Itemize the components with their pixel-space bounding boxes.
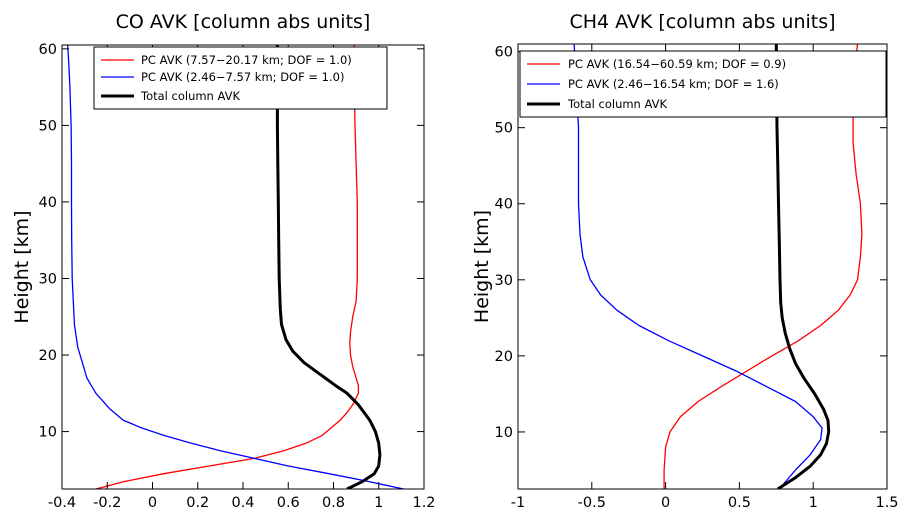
x-tick-label: 1.5 bbox=[875, 495, 898, 510]
legend-entry: PC AVK (7.57−20.17 km; DOF = 1.0) bbox=[141, 53, 352, 67]
x-tick-label: -1 bbox=[511, 495, 525, 510]
legend: PC AVK (7.57−20.17 km; DOF = 1.0) PC AVK … bbox=[93, 46, 388, 110]
y-tick-label: 30 bbox=[495, 273, 513, 289]
y-tick-label: 30 bbox=[39, 271, 57, 287]
legend-entry: Total column AVK bbox=[567, 97, 668, 111]
legend-box bbox=[519, 50, 887, 118]
series-line-2 bbox=[573, 44, 823, 489]
chart-title: CH4 AVK [column abs units] bbox=[569, 11, 835, 33]
y-axis-label: Height [km] bbox=[11, 210, 33, 323]
chart-panel-2: CH4 AVK [column abs units] Height [km] -1 -… bbox=[471, 11, 899, 510]
x-tick-label: 0.2 bbox=[186, 495, 209, 510]
x-tick-label: 0.5 bbox=[728, 495, 751, 510]
y-tick-label: 40 bbox=[39, 195, 57, 211]
y-tick-label: 50 bbox=[39, 118, 57, 134]
y-tick-label: 10 bbox=[495, 425, 513, 441]
y-tick-label: 20 bbox=[39, 348, 57, 364]
chart-panel-1: CO AVK [column abs units] Height [km] -0.4… bbox=[11, 11, 436, 510]
y-tick-label: 60 bbox=[495, 45, 513, 61]
legend-entry: Total column AVK bbox=[140, 89, 241, 103]
y-tick-label: 10 bbox=[39, 425, 57, 441]
legend-box bbox=[93, 46, 388, 110]
legend-entry: PC AVK (2.46−7.57 km; DOF = 1.0) bbox=[141, 70, 344, 84]
x-tick-label: -0.2 bbox=[93, 495, 121, 510]
y-axis-label: Height [km] bbox=[471, 210, 493, 323]
x-tick-label: 0.4 bbox=[231, 495, 254, 510]
y-tick-label: 40 bbox=[495, 197, 513, 213]
x-tick-label: -0.4 bbox=[48, 495, 76, 510]
x-tick-label: 1.2 bbox=[412, 495, 435, 510]
series-line-3 bbox=[774, 44, 831, 489]
y-tick-label: 50 bbox=[495, 121, 513, 137]
plot-frame bbox=[517, 43, 888, 490]
series-line-1 bbox=[95, 45, 360, 489]
x-tick-label: 0 bbox=[148, 495, 157, 510]
y-tick-label: 20 bbox=[495, 349, 513, 365]
series-line-2 bbox=[67, 45, 404, 489]
y-tick-label: 60 bbox=[39, 42, 57, 58]
legend: PC AVK (16.54−60.59 km; DOF = 0.9) PC AVK… bbox=[519, 50, 887, 118]
x-tick-label: 1 bbox=[374, 495, 383, 510]
series-line-3 bbox=[275, 45, 382, 489]
x-tick-label: 0.8 bbox=[322, 495, 345, 510]
x-tick-label: -0.5 bbox=[578, 495, 606, 510]
x-tick-label: 0 bbox=[661, 495, 670, 510]
series-line-1 bbox=[663, 44, 863, 489]
legend-entry: PC AVK (16.54−60.59 km; DOF = 0.9) bbox=[568, 57, 786, 71]
x-tick-label: 1 bbox=[809, 495, 818, 510]
legend-entry: PC AVK (2.46−16.54 km; DOF = 1.6) bbox=[568, 77, 779, 91]
chart-title: CO AVK [column abs units] bbox=[116, 11, 371, 33]
x-tick-label: 0.6 bbox=[277, 495, 300, 510]
